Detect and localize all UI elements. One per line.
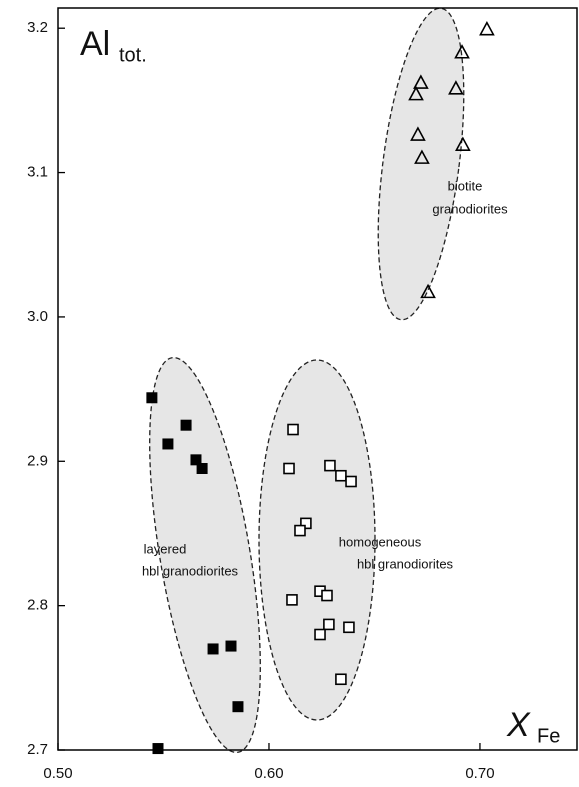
point: [152, 743, 164, 755]
point: [283, 462, 295, 475]
point: [454, 44, 470, 59]
y-tick-label: 3.0: [27, 308, 48, 325]
point: [207, 643, 219, 655]
y-tick-label: 2.8: [27, 597, 48, 614]
point: [410, 126, 426, 141]
point: [300, 517, 312, 530]
point: [335, 469, 347, 482]
regions: [149, 7, 465, 754]
point: [479, 20, 495, 36]
point: [455, 136, 471, 151]
point: [232, 701, 244, 713]
point: [420, 283, 436, 299]
point: [190, 454, 202, 466]
point: [345, 475, 357, 488]
plot-frame: [57, 7, 578, 751]
region-layered: [149, 356, 261, 754]
point: [448, 80, 464, 95]
point: [146, 392, 158, 404]
x-tick-label: 0.70: [465, 765, 494, 782]
point: [162, 438, 174, 450]
point: [408, 85, 424, 101]
region-label: layered: [144, 541, 187, 556]
y-tick-label: 3.2: [27, 19, 48, 36]
point: [343, 621, 355, 634]
point: [413, 74, 429, 89]
y-axis-label-sub: tot.: [119, 44, 147, 66]
point: [323, 618, 335, 631]
point: [414, 149, 430, 164]
region-label: granodiorites: [432, 201, 508, 216]
point: [324, 459, 336, 472]
point: [335, 673, 347, 686]
point: [180, 419, 192, 431]
region-label: hbl granodiorites: [357, 556, 454, 571]
y-tick-label: 2.9: [27, 452, 48, 469]
x-axis-label: X: [506, 706, 531, 744]
y-axis-label: Al: [80, 25, 110, 63]
y-tick-label: 3.1: [27, 164, 48, 181]
region-biotite: [377, 7, 465, 321]
region-label: hbl granodiorites: [142, 563, 239, 578]
point: [287, 423, 299, 436]
region-label: biotite: [448, 178, 483, 193]
point: [225, 640, 237, 652]
x-tick-label: 0.50: [43, 765, 72, 782]
x-tick-label: 0.60: [254, 765, 283, 782]
point: [321, 589, 333, 602]
point: [286, 594, 298, 606]
x-axis-label-sub: Fe: [537, 725, 560, 747]
region-label: homogeneous: [339, 534, 422, 549]
point: [314, 628, 326, 641]
y-tick-label: 2.7: [27, 741, 48, 758]
point: [294, 524, 306, 537]
point: [196, 463, 208, 475]
